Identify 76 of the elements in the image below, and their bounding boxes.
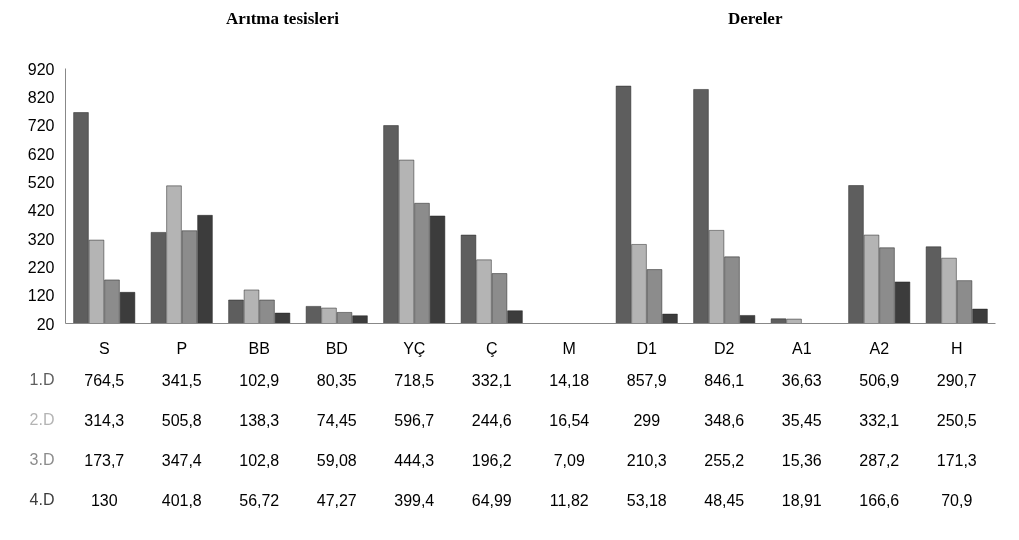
y-tick-label: 820 <box>27 88 55 106</box>
data-label: 347,4 <box>161 451 202 469</box>
data-label: 348,6 <box>704 411 745 429</box>
data-label: 255,2 <box>704 451 745 469</box>
text: 7,09 <box>553 451 585 469</box>
data-label: 596,7 <box>394 411 435 429</box>
y-tick-label: 420 <box>27 202 55 220</box>
data-label: 59,08 <box>316 451 357 469</box>
data-label: 341,5 <box>161 371 202 389</box>
y-tick-label: 20 <box>36 315 55 333</box>
x-tick-label: H <box>950 339 963 357</box>
text: 16,54 <box>549 411 590 429</box>
data-label: 53,18 <box>626 491 667 509</box>
data-label: 102,9 <box>239 371 280 389</box>
text: Arıtma tesisleri <box>226 9 340 28</box>
data-label: 444,3 <box>394 451 435 469</box>
text: 2.D <box>29 411 55 428</box>
text: Dereler <box>728 9 783 28</box>
data-label: 210,3 <box>626 451 667 469</box>
data-label: 401,8 <box>161 491 202 509</box>
y-tick-label: 320 <box>27 230 55 248</box>
data-label: 314,3 <box>84 411 125 429</box>
data-label: 166,6 <box>859 491 900 509</box>
y-tick-label: 920 <box>27 60 55 78</box>
data-label: 35,45 <box>781 411 822 429</box>
text: 3.D <box>29 451 55 468</box>
data-label: 332,1 <box>859 411 900 429</box>
data-label: 56,72 <box>239 491 280 509</box>
x-tick-label: D1 <box>636 339 658 357</box>
data-label: 299 <box>633 411 661 429</box>
data-label: 332,1 <box>471 371 512 389</box>
x-tick-label: P <box>176 339 188 357</box>
data-label: 130 <box>90 491 118 509</box>
y-tick-label: 520 <box>27 173 55 191</box>
y-tick-label: 220 <box>27 258 55 276</box>
data-label: 80,35 <box>316 371 357 389</box>
y-tick-label: 120 <box>27 287 55 305</box>
text: 11,82 <box>549 491 589 509</box>
data-label: 506,9 <box>859 371 900 389</box>
data-label: 287,2 <box>859 451 900 469</box>
x-tick-label: BD <box>325 339 348 357</box>
x-tick-label: D2 <box>714 339 735 357</box>
data-label: 764,5 <box>84 371 125 389</box>
data-label: 171,3 <box>936 451 977 469</box>
data-label: 36,63 <box>781 371 822 389</box>
text: 4.D <box>29 491 55 508</box>
data-label: 399,4 <box>394 491 435 509</box>
text: 18,91 <box>781 491 822 509</box>
x-tick-label: Ç <box>485 339 498 357</box>
y-tick-label: 720 <box>27 117 55 135</box>
data-label: 290,7 <box>936 371 977 389</box>
x-tick-label: S <box>98 339 110 357</box>
text: 15,36 <box>781 451 822 469</box>
data-label: 138,3 <box>239 411 280 429</box>
data-label: 846,1 <box>704 371 745 389</box>
data-label: 70,9 <box>941 491 973 509</box>
data-label: 48,45 <box>704 491 745 509</box>
data-label: 64,99 <box>471 491 512 509</box>
x-tick-label: M <box>562 339 576 357</box>
x-tick-label: BB <box>248 339 270 357</box>
data-label: 74,45 <box>316 411 357 429</box>
text: 1.D <box>29 371 55 388</box>
data-label: 244,6 <box>471 411 512 429</box>
data-label: 250,5 <box>936 411 977 429</box>
data-label: 718,5 <box>394 371 435 389</box>
data-label: 102,8 <box>239 451 280 469</box>
data-label: 47,27 <box>316 491 357 509</box>
x-tick-label: A2 <box>869 339 890 357</box>
text: 14,18 <box>549 371 590 389</box>
data-label: 173,7 <box>84 451 125 469</box>
x-tick-label: YÇ <box>403 339 426 357</box>
data-label: 196,2 <box>471 451 512 469</box>
data-label: 857,9 <box>626 371 667 389</box>
x-tick-label: A1 <box>791 339 812 357</box>
y-tick-label: 620 <box>27 145 55 163</box>
data-label: 505,8 <box>161 411 202 429</box>
